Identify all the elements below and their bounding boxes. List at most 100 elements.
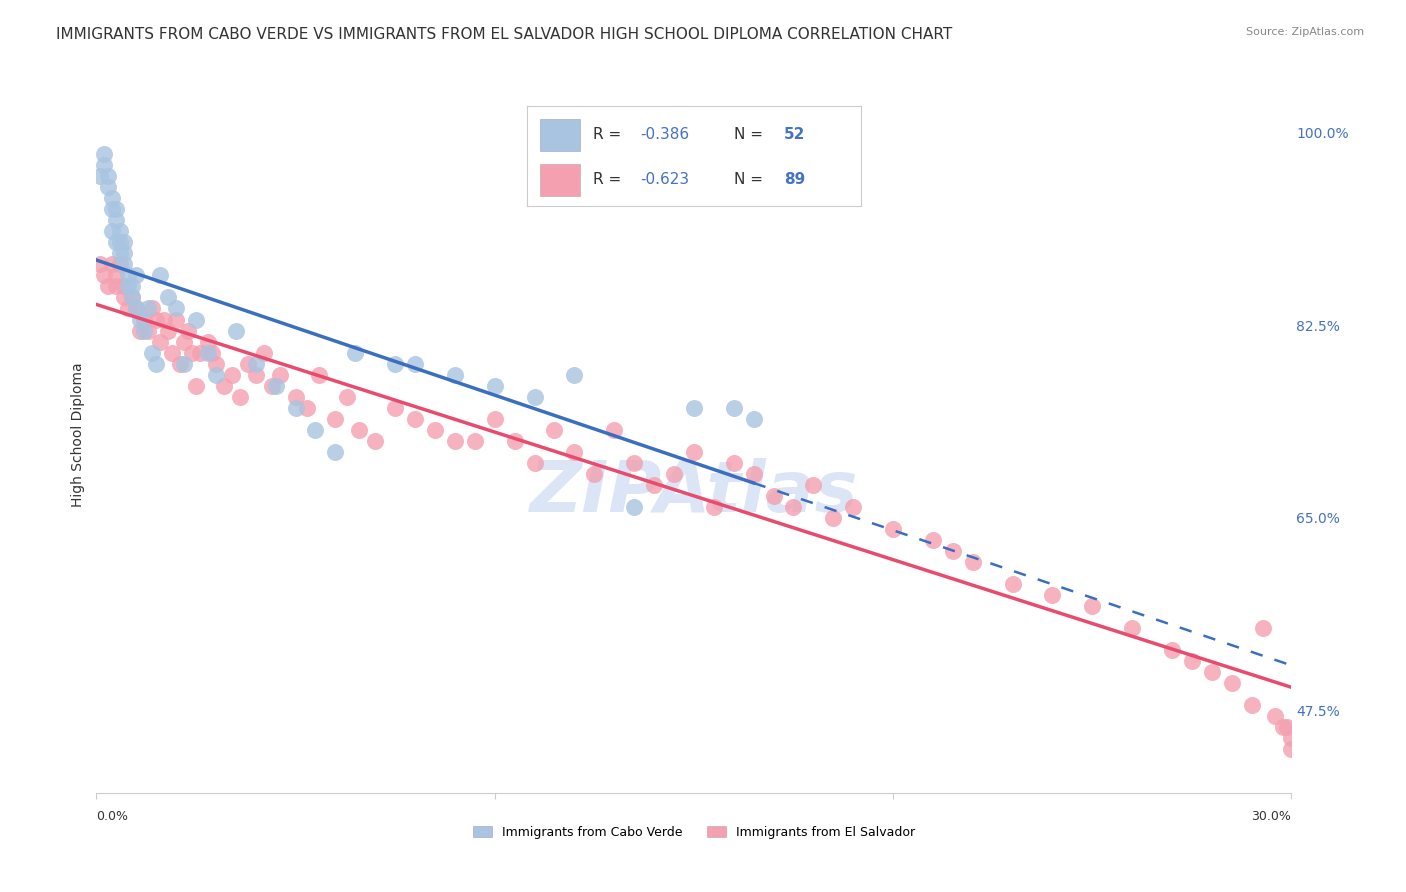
Point — [682, 444, 704, 458]
Text: Source: ZipAtlas.com: Source: ZipAtlas.com — [1246, 27, 1364, 37]
Point — [141, 345, 163, 359]
Point — [643, 477, 665, 491]
Point — [1279, 731, 1302, 745]
Point — [423, 423, 446, 437]
Point — [1220, 675, 1243, 690]
Point — [1272, 720, 1295, 734]
Point — [236, 357, 259, 371]
Text: 0.0%: 0.0% — [97, 811, 128, 823]
Point — [782, 500, 804, 514]
Point — [1279, 741, 1302, 756]
Point — [260, 378, 283, 392]
Point — [253, 345, 276, 359]
Point — [523, 390, 546, 404]
Point — [110, 225, 132, 239]
Point — [1240, 698, 1263, 712]
Point — [583, 467, 606, 481]
Point — [543, 423, 565, 437]
Point — [464, 434, 486, 448]
Point — [173, 334, 195, 349]
Point — [325, 411, 347, 425]
Point — [349, 423, 371, 437]
Point — [97, 180, 120, 194]
Point — [160, 345, 183, 359]
Point — [197, 334, 219, 349]
Point — [105, 202, 128, 217]
Point — [101, 202, 124, 217]
Point — [384, 357, 406, 371]
Point — [173, 357, 195, 371]
Point — [221, 368, 243, 382]
Point — [284, 401, 307, 415]
Point — [145, 312, 167, 326]
Point — [101, 192, 124, 206]
Text: ZIPAtlas: ZIPAtlas — [530, 458, 858, 527]
Point — [121, 279, 143, 293]
Point — [112, 279, 135, 293]
Point — [562, 444, 585, 458]
Point — [723, 401, 745, 415]
Point — [801, 477, 824, 491]
Text: 30.0%: 30.0% — [1251, 811, 1291, 823]
Point — [703, 500, 725, 514]
Point — [165, 312, 187, 326]
Point — [344, 345, 367, 359]
Point — [225, 324, 247, 338]
Point — [1264, 708, 1286, 723]
Point — [149, 268, 172, 283]
Point — [145, 357, 167, 371]
Point — [1040, 588, 1063, 602]
Point — [184, 312, 207, 326]
Point — [1253, 621, 1275, 635]
Point — [177, 324, 200, 338]
Point — [157, 324, 180, 338]
Point — [682, 401, 704, 415]
Point — [112, 235, 135, 250]
Point — [304, 423, 326, 437]
Point — [723, 456, 745, 470]
Point — [842, 500, 865, 514]
Point — [942, 543, 965, 558]
Point — [245, 368, 267, 382]
Point — [93, 158, 115, 172]
Text: IMMIGRANTS FROM CABO VERDE VS IMMIGRANTS FROM EL SALVADOR HIGH SCHOOL DIPLOMA CO: IMMIGRANTS FROM CABO VERDE VS IMMIGRANTS… — [56, 27, 952, 42]
Point — [742, 467, 765, 481]
Point — [623, 500, 645, 514]
Point — [89, 258, 111, 272]
Point — [1081, 599, 1104, 613]
Point — [1121, 621, 1143, 635]
Point — [623, 456, 645, 470]
Point — [882, 522, 904, 536]
Point — [503, 434, 526, 448]
Point — [89, 169, 111, 184]
Point — [1277, 720, 1299, 734]
Point — [101, 225, 124, 239]
Point — [921, 533, 943, 547]
Point — [384, 401, 406, 415]
Point — [1201, 665, 1223, 679]
Point — [105, 268, 128, 283]
Point — [110, 258, 132, 272]
Point — [117, 268, 139, 283]
Point — [562, 368, 585, 382]
Point — [523, 456, 546, 470]
Point — [484, 378, 506, 392]
Point — [157, 291, 180, 305]
Point — [97, 169, 120, 184]
Point — [121, 291, 143, 305]
Point — [269, 368, 291, 382]
Point — [165, 301, 187, 316]
Point — [125, 268, 148, 283]
Point — [205, 357, 228, 371]
Point — [484, 411, 506, 425]
Point — [121, 291, 143, 305]
Point — [404, 411, 426, 425]
Point — [264, 378, 287, 392]
Point — [101, 258, 124, 272]
Point — [444, 434, 467, 448]
Point — [201, 345, 224, 359]
Point — [308, 368, 330, 382]
Point — [404, 357, 426, 371]
Point — [105, 213, 128, 227]
Point — [823, 510, 845, 524]
